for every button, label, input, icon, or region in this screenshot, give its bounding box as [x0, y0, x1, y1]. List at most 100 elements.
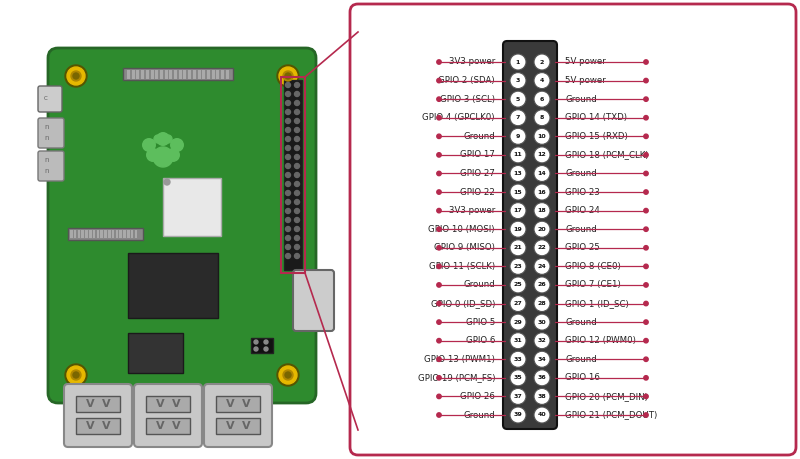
- Text: 3V3 power: 3V3 power: [449, 57, 495, 67]
- Text: 20: 20: [538, 227, 546, 232]
- Text: 21: 21: [514, 245, 522, 250]
- Circle shape: [534, 277, 550, 293]
- Text: GPIO 16: GPIO 16: [565, 373, 600, 382]
- Text: 38: 38: [538, 394, 546, 399]
- Circle shape: [644, 190, 648, 194]
- Circle shape: [437, 153, 442, 157]
- Text: V: V: [86, 421, 94, 431]
- Text: GPIO 15 (RXD): GPIO 15 (RXD): [565, 132, 628, 141]
- Circle shape: [286, 155, 290, 159]
- Text: 16: 16: [538, 190, 546, 195]
- FancyBboxPatch shape: [38, 151, 64, 181]
- Circle shape: [437, 78, 442, 83]
- Circle shape: [644, 208, 648, 213]
- Circle shape: [286, 128, 290, 133]
- Text: 40: 40: [538, 413, 546, 418]
- Circle shape: [286, 110, 290, 114]
- Circle shape: [510, 184, 526, 200]
- Circle shape: [286, 118, 290, 123]
- Bar: [146, 396, 190, 412]
- Circle shape: [254, 347, 258, 351]
- Text: 36: 36: [538, 375, 546, 381]
- Text: 12: 12: [538, 152, 546, 157]
- Bar: [284, 80, 302, 270]
- Bar: [170, 70, 172, 79]
- Circle shape: [294, 200, 299, 205]
- Bar: [128, 333, 183, 373]
- Circle shape: [294, 245, 299, 250]
- FancyBboxPatch shape: [38, 118, 64, 148]
- Circle shape: [71, 71, 81, 81]
- Text: GPIO 7 (CE1): GPIO 7 (CE1): [565, 280, 621, 290]
- Text: V: V: [102, 421, 110, 431]
- Circle shape: [254, 340, 258, 344]
- Circle shape: [437, 357, 442, 362]
- Text: 13: 13: [514, 171, 522, 176]
- Bar: [101, 230, 103, 238]
- Circle shape: [534, 110, 550, 126]
- Circle shape: [437, 413, 442, 417]
- Circle shape: [534, 388, 550, 404]
- Bar: [178, 70, 182, 79]
- Bar: [132, 70, 134, 79]
- Text: 35: 35: [514, 375, 522, 381]
- Text: 31: 31: [514, 338, 522, 343]
- Bar: [134, 230, 137, 238]
- Text: GPIO 13 (PWM1): GPIO 13 (PWM1): [424, 355, 495, 364]
- Circle shape: [277, 65, 299, 87]
- Bar: [211, 70, 214, 79]
- Circle shape: [534, 166, 550, 181]
- Text: GPIO 23: GPIO 23: [565, 188, 600, 196]
- Circle shape: [294, 253, 299, 258]
- Circle shape: [286, 208, 290, 213]
- Circle shape: [437, 320, 442, 325]
- Text: GPIO 4 (GPCLK0): GPIO 4 (GPCLK0): [422, 113, 495, 122]
- Circle shape: [534, 73, 550, 89]
- Text: GPIO 27: GPIO 27: [460, 169, 495, 178]
- Text: Ground: Ground: [463, 280, 495, 290]
- Circle shape: [294, 235, 299, 241]
- Circle shape: [644, 171, 648, 176]
- Text: GPIO 8 (CE0): GPIO 8 (CE0): [565, 262, 621, 271]
- Circle shape: [67, 67, 85, 85]
- FancyBboxPatch shape: [503, 41, 557, 429]
- Text: 4: 4: [540, 78, 544, 83]
- Text: V: V: [242, 421, 250, 431]
- Circle shape: [294, 110, 299, 114]
- Text: GPIO 3 (SCL): GPIO 3 (SCL): [440, 95, 495, 104]
- FancyBboxPatch shape: [38, 86, 62, 112]
- Text: Ground: Ground: [565, 355, 597, 364]
- Circle shape: [437, 134, 442, 139]
- Text: 8: 8: [540, 115, 544, 120]
- Circle shape: [510, 277, 526, 293]
- Text: 27: 27: [514, 301, 522, 306]
- Circle shape: [264, 347, 268, 351]
- Circle shape: [286, 163, 290, 168]
- Bar: [198, 70, 201, 79]
- Text: 6: 6: [540, 97, 544, 101]
- Text: 14: 14: [538, 171, 546, 176]
- Text: V: V: [102, 399, 110, 409]
- Circle shape: [286, 91, 290, 96]
- Circle shape: [534, 202, 550, 218]
- Circle shape: [534, 333, 550, 349]
- Circle shape: [283, 370, 293, 380]
- Circle shape: [534, 147, 550, 163]
- Circle shape: [283, 71, 293, 81]
- Text: V: V: [242, 399, 250, 409]
- Circle shape: [437, 208, 442, 213]
- FancyBboxPatch shape: [48, 48, 316, 403]
- Text: 2: 2: [540, 60, 544, 65]
- Circle shape: [156, 132, 170, 146]
- FancyBboxPatch shape: [350, 4, 796, 455]
- Circle shape: [294, 101, 299, 106]
- FancyBboxPatch shape: [204, 384, 272, 447]
- Bar: [70, 230, 73, 238]
- Circle shape: [437, 60, 442, 64]
- Bar: [86, 230, 88, 238]
- Text: n: n: [45, 157, 50, 163]
- Circle shape: [67, 366, 85, 384]
- Bar: [221, 70, 224, 79]
- Text: GPIO 20 (PCM_DIN): GPIO 20 (PCM_DIN): [565, 392, 648, 401]
- Circle shape: [286, 200, 290, 205]
